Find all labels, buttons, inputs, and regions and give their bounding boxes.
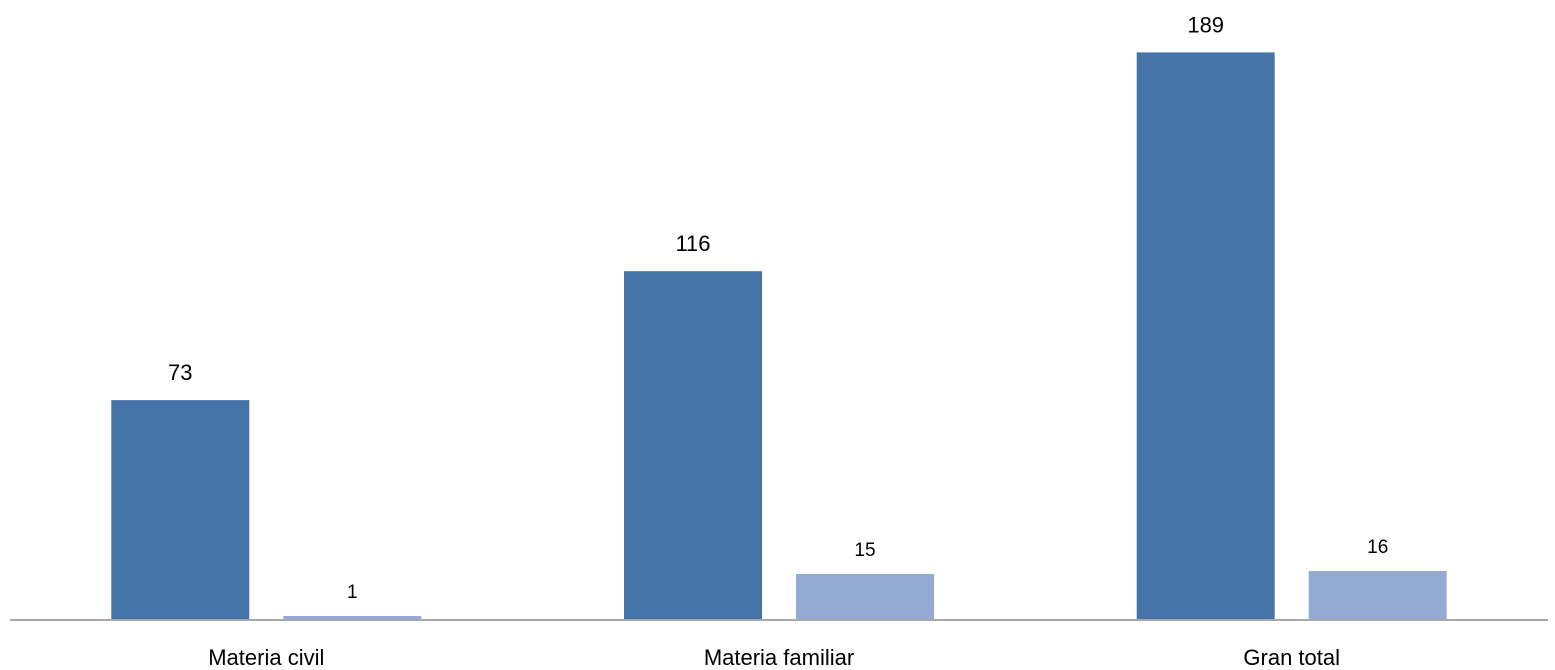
- x-tick-label-0: Materia civil: [208, 645, 324, 670]
- data-label-series1-1: 116: [675, 231, 710, 256]
- data-label-series2-2: 16: [1367, 537, 1388, 558]
- bar-series1-1: [624, 271, 762, 619]
- bar-series2-1: [796, 574, 934, 619]
- x-tick-labels-group: Materia civil Materia familiar Gran total: [208, 645, 1340, 670]
- bar-series2-0: [283, 616, 422, 619]
- bar-series1-0: [111, 400, 250, 619]
- data-label-series1-0: 73: [168, 360, 192, 385]
- x-tick-label-1: Materia familiar: [704, 645, 854, 670]
- data-labels-group: 73 1 116 15 189 16: [168, 12, 1388, 603]
- x-tick-label-2: Gran total: [1243, 645, 1340, 670]
- bars-group: [111, 52, 1447, 619]
- data-label-series1-2: 189: [1187, 12, 1224, 37]
- data-label-series2-1: 15: [854, 540, 875, 561]
- data-label-series2-0: 1: [347, 582, 358, 603]
- bar-series1-2: [1136, 52, 1275, 619]
- bar-series2-2: [1308, 571, 1447, 619]
